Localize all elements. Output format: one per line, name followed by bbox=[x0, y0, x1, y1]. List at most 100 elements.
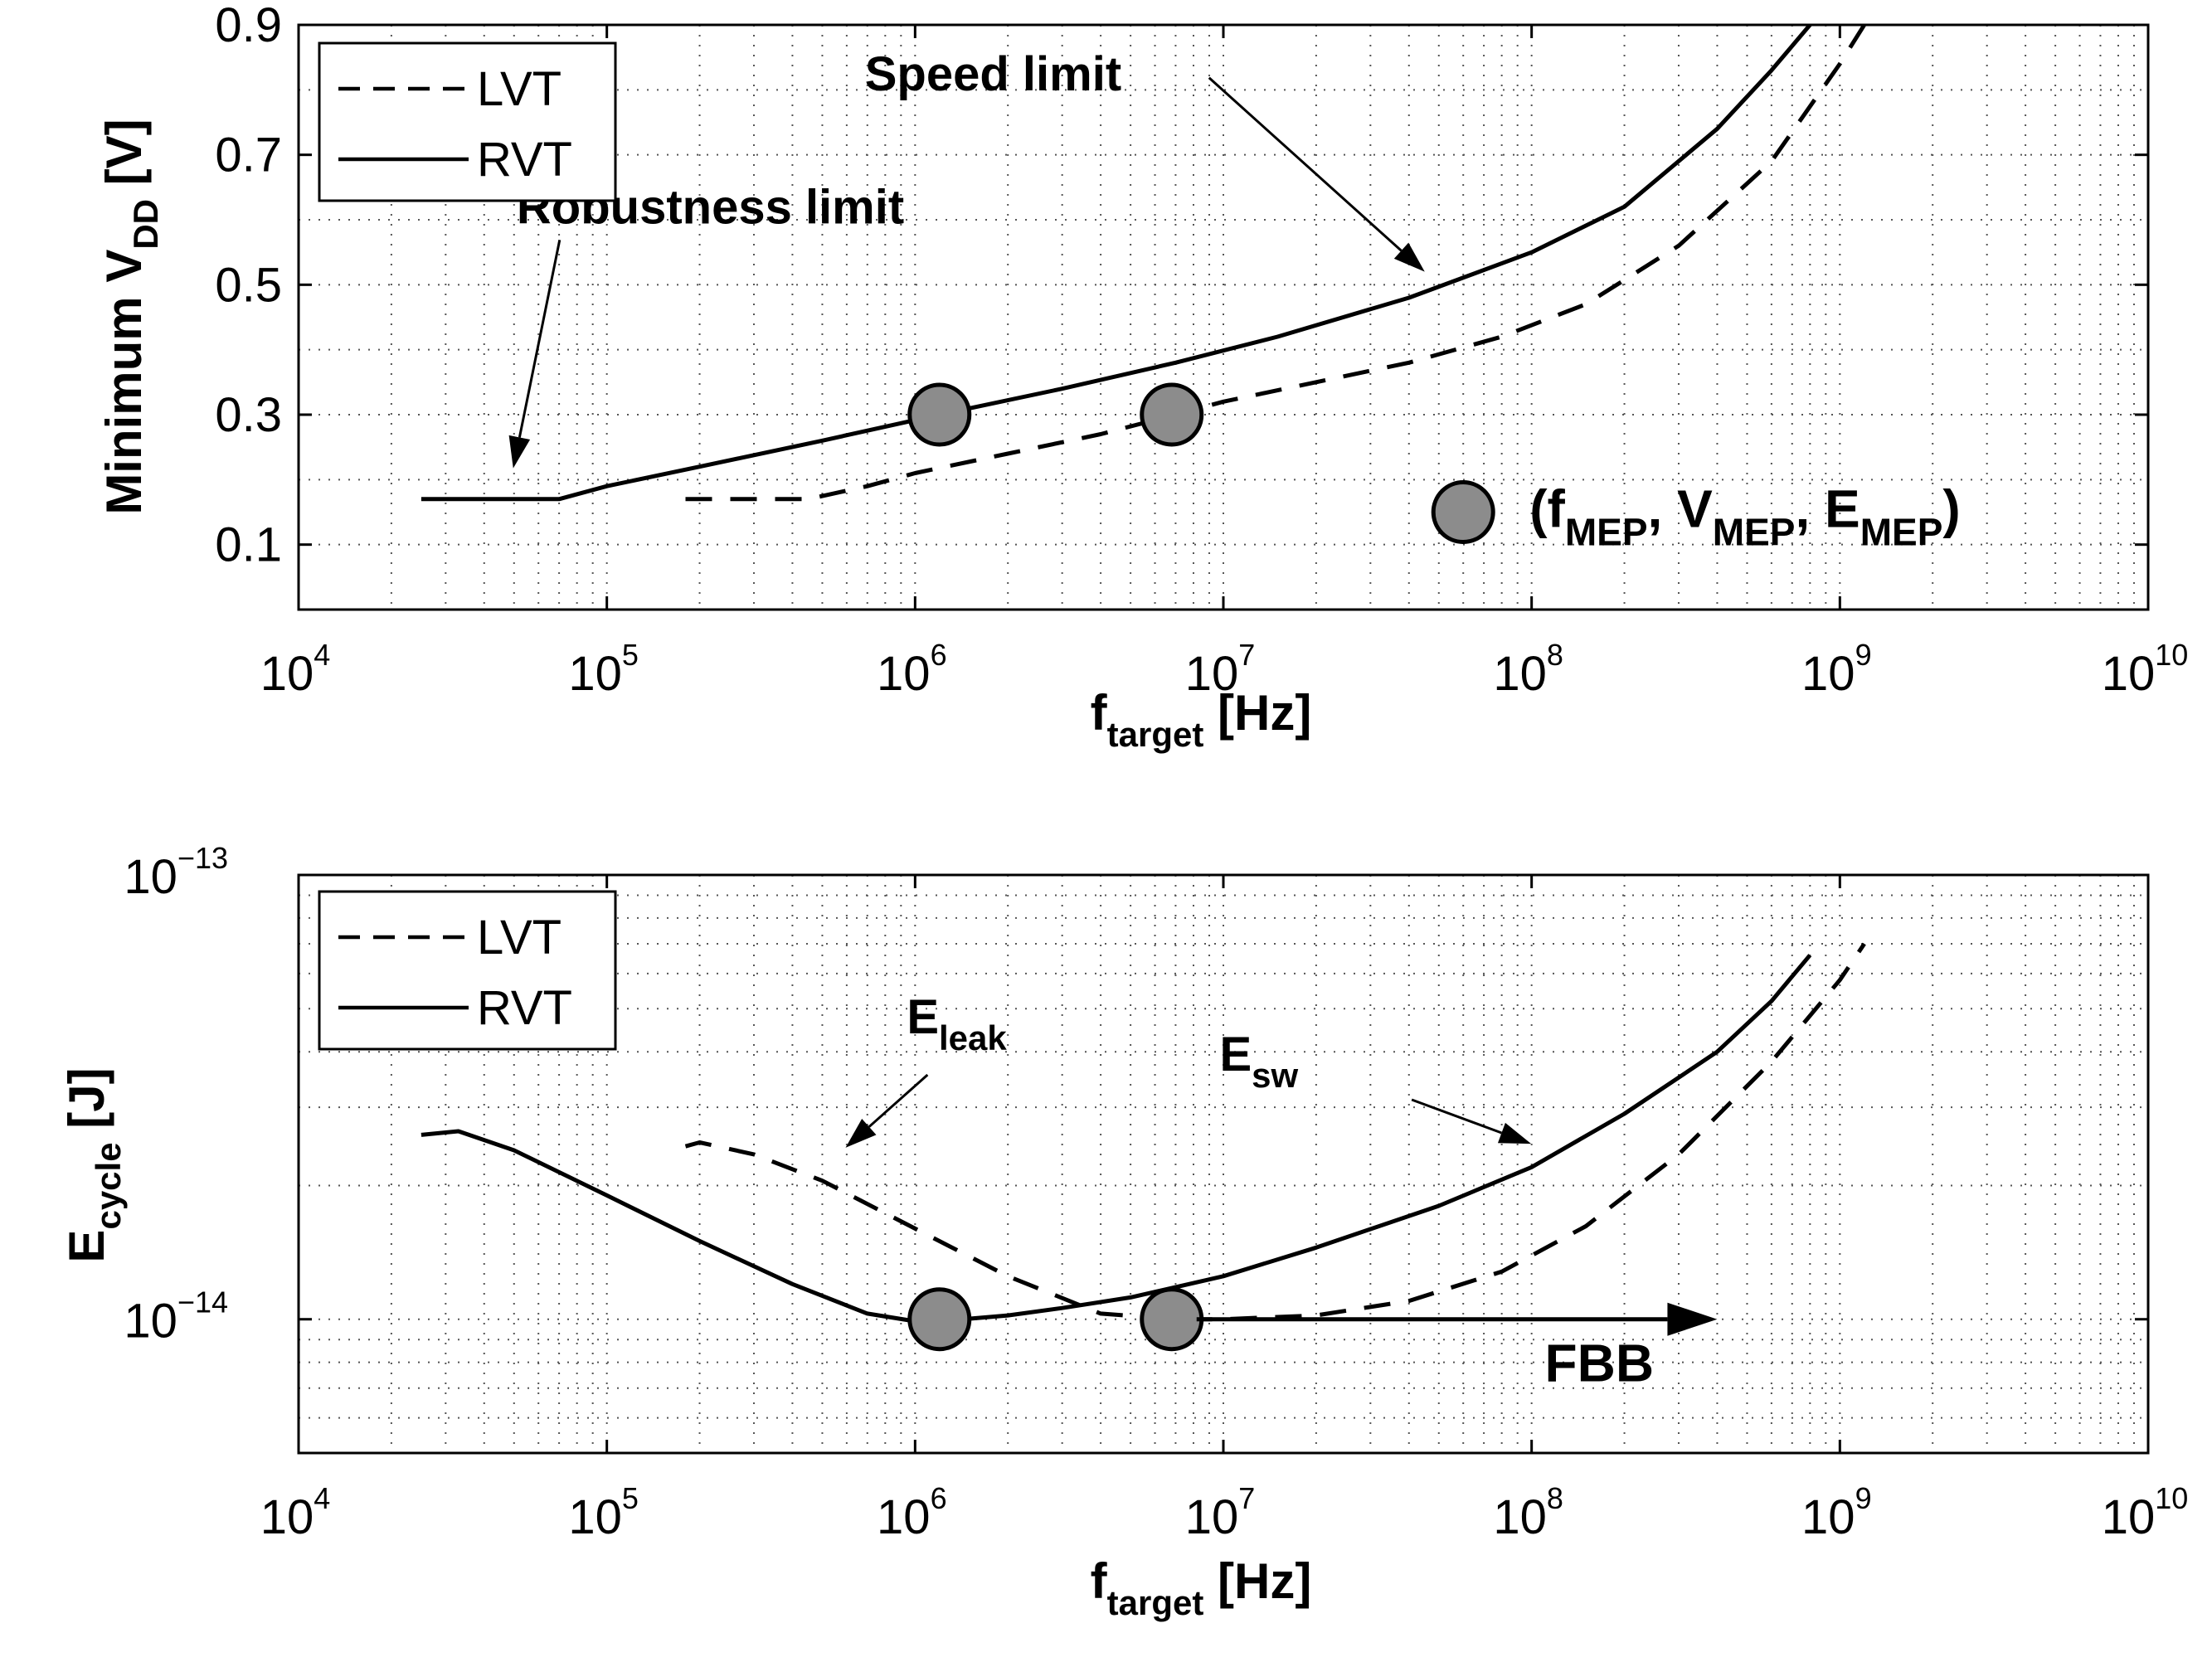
top-x-tick-label: 104 bbox=[260, 638, 331, 701]
top-x-tick-label: 105 bbox=[568, 638, 639, 701]
top-legend-rvt-label: RVT bbox=[477, 133, 572, 187]
bottom-x-tick-label-base: 10 bbox=[2102, 1490, 2156, 1544]
bottom-x-axis-label-unit: [Hz] bbox=[1203, 1553, 1311, 1609]
bottom-y-tick-labels: 10−14 10−13 bbox=[124, 841, 228, 1349]
top-y-axis-label-unit: [V] bbox=[96, 119, 152, 199]
bottom-mep-point bbox=[907, 1287, 972, 1352]
top-legend: LVT RVT bbox=[318, 41, 617, 202]
top-x-tick-label-exp: 8 bbox=[1547, 638, 1563, 672]
mep-legend-label-main: ) bbox=[1942, 479, 1960, 539]
bottom-x-tick-label-exp: 10 bbox=[2155, 1481, 2188, 1515]
bottom-y-tick-label: 10−13 bbox=[124, 841, 228, 904]
top-series bbox=[421, 25, 1866, 502]
bottom-series-rvt-line bbox=[421, 954, 1812, 1324]
bottom-x-axis-label-sub: target bbox=[1107, 1583, 1204, 1622]
robustness-limit-arrow-head bbox=[508, 435, 531, 469]
mep-legend-label-main: , E bbox=[1795, 479, 1860, 539]
e-sw-label: Esw bbox=[1219, 1028, 1298, 1095]
top-x-tick-label-exp: 10 bbox=[2155, 638, 2188, 672]
bottom-y-axis-label-unit: [J] bbox=[59, 1067, 114, 1142]
bottom-mep-point bbox=[1140, 1287, 1204, 1352]
e-leak-arrow-shaft bbox=[868, 1073, 929, 1128]
top-x-axis-label-main: f bbox=[1091, 685, 1108, 741]
top-x-tick-label: 1010 bbox=[2102, 638, 2189, 701]
top-markers bbox=[907, 382, 1204, 447]
top-x-tick-label-exp: 9 bbox=[1855, 638, 1872, 672]
top-x-tick-label-exp: 7 bbox=[1238, 638, 1255, 672]
top-x-tick-label-base: 10 bbox=[877, 647, 931, 701]
top-x-tick-label-base: 10 bbox=[1493, 647, 1547, 701]
top-legend-box bbox=[318, 41, 617, 202]
bottom-x-tick-label: 104 bbox=[260, 1481, 331, 1544]
mep-legend-label-main: (f bbox=[1529, 479, 1565, 539]
top-x-tick-label-base: 10 bbox=[568, 647, 622, 701]
top-series-lvt-line bbox=[685, 25, 1866, 502]
bottom-x-tick-label-base: 10 bbox=[1493, 1490, 1547, 1544]
bottom-legend-box bbox=[318, 890, 617, 1051]
bottom-x-tick-label: 109 bbox=[1801, 1481, 1872, 1544]
top-y-tick-labels: 0.1 0.3 0.5 0.7 0.9 bbox=[215, 0, 282, 572]
e-leak-label: Eleak bbox=[907, 990, 1007, 1057]
top-legend-lvt-label: LVT bbox=[477, 62, 562, 116]
bottom-markers bbox=[907, 1287, 1204, 1352]
bottom-x-axis-label: ftarget [Hz] bbox=[1091, 1553, 1312, 1622]
bottom-y-axis-label-main: E bbox=[59, 1230, 114, 1263]
top-y-tick-label: 0.1 bbox=[215, 518, 282, 572]
bottom-x-tick-label: 1010 bbox=[2102, 1481, 2189, 1544]
bottom-x-tick-label-exp: 6 bbox=[931, 1481, 947, 1515]
top-x-tick-label-base: 10 bbox=[1801, 647, 1855, 701]
bottom-legend: LVT RVT bbox=[318, 890, 617, 1051]
fbb-label: FBB bbox=[1545, 1334, 1655, 1393]
bottom-x-tick-label-exp: 4 bbox=[314, 1481, 330, 1515]
bottom-y-tick-label-base: 10 bbox=[124, 1295, 177, 1349]
bottom-y-axis-label-sub: cycle bbox=[89, 1142, 128, 1229]
top-y-tick-label: 0.5 bbox=[215, 258, 282, 312]
top-x-tick-label: 106 bbox=[877, 638, 947, 701]
bottom-x-tick-label: 107 bbox=[1185, 1481, 1256, 1544]
mep-legend-label-sub: MEP bbox=[1860, 511, 1943, 554]
top-x-tick-label-base: 10 bbox=[260, 647, 314, 701]
bottom-legend-lvt-label: LVT bbox=[477, 911, 562, 965]
top-series-rvt-line bbox=[421, 25, 1812, 502]
top-y-axis-label: Minimum VDD [V] bbox=[96, 119, 165, 514]
top-x-tick-label-base: 10 bbox=[1185, 647, 1239, 701]
speed-limit-arrow-head bbox=[1393, 242, 1425, 272]
e-leak-label-main: E bbox=[907, 990, 939, 1044]
bottom-x-tick-label-base: 10 bbox=[1185, 1490, 1239, 1544]
top-mep-point bbox=[907, 382, 972, 447]
mep-legend-label-main: , V bbox=[1648, 479, 1714, 539]
bottom-annotations: FBB Eleak Esw bbox=[845, 990, 1718, 1393]
bottom-y-tick-label: 10−14 bbox=[124, 1285, 228, 1349]
top-y-axis-label-main: Minimum V bbox=[96, 250, 152, 515]
bottom-y-axis-label: Ecycle [J] bbox=[59, 1067, 128, 1262]
e-sw-arrow-shaft bbox=[1411, 1098, 1502, 1135]
top-x-tick-label: 107 bbox=[1185, 638, 1256, 701]
bottom-series bbox=[421, 942, 1866, 1324]
e-leak-label-sub: leak bbox=[939, 1018, 1007, 1057]
e-sw-label-main: E bbox=[1219, 1028, 1252, 1081]
top-x-axis-label-unit: [Hz] bbox=[1203, 685, 1311, 741]
bottom-x-axis-label-main: f bbox=[1091, 1553, 1108, 1609]
bottom-y-tick-label-exp: −14 bbox=[177, 1285, 228, 1319]
top-x-tick-label-exp: 6 bbox=[931, 638, 947, 672]
bottom-x-tick-label-base: 10 bbox=[568, 1490, 622, 1544]
bottom-x-tick-label-exp: 9 bbox=[1855, 1481, 1872, 1515]
top-y-tick-label: 0.9 bbox=[215, 0, 282, 52]
bottom-x-tick-label-exp: 5 bbox=[622, 1481, 639, 1515]
top-x-tick-label-base: 10 bbox=[2102, 647, 2156, 701]
bottom-x-tick-labels: 104 105 106 107 108 109 1010 bbox=[260, 1481, 2189, 1544]
mep-legend-label: (fMEP, VMEP, EMEP) bbox=[1529, 479, 1961, 554]
e-leak-arrow-head bbox=[845, 1118, 877, 1148]
mep-legend-label-sub: MEP bbox=[1565, 511, 1648, 554]
speed-limit-arrow-shaft bbox=[1208, 76, 1403, 252]
bottom-x-tick-label-base: 10 bbox=[1801, 1490, 1855, 1544]
top-y-tick-label: 0.3 bbox=[215, 388, 282, 442]
fbb-arrow-head bbox=[1667, 1302, 1718, 1336]
top-y-axis-label-sub: DD bbox=[126, 199, 165, 250]
bottom-legend-rvt-label: RVT bbox=[477, 981, 572, 1035]
top-x-tick-label: 109 bbox=[1801, 638, 1872, 701]
top-x-tick-label: 108 bbox=[1493, 638, 1563, 701]
